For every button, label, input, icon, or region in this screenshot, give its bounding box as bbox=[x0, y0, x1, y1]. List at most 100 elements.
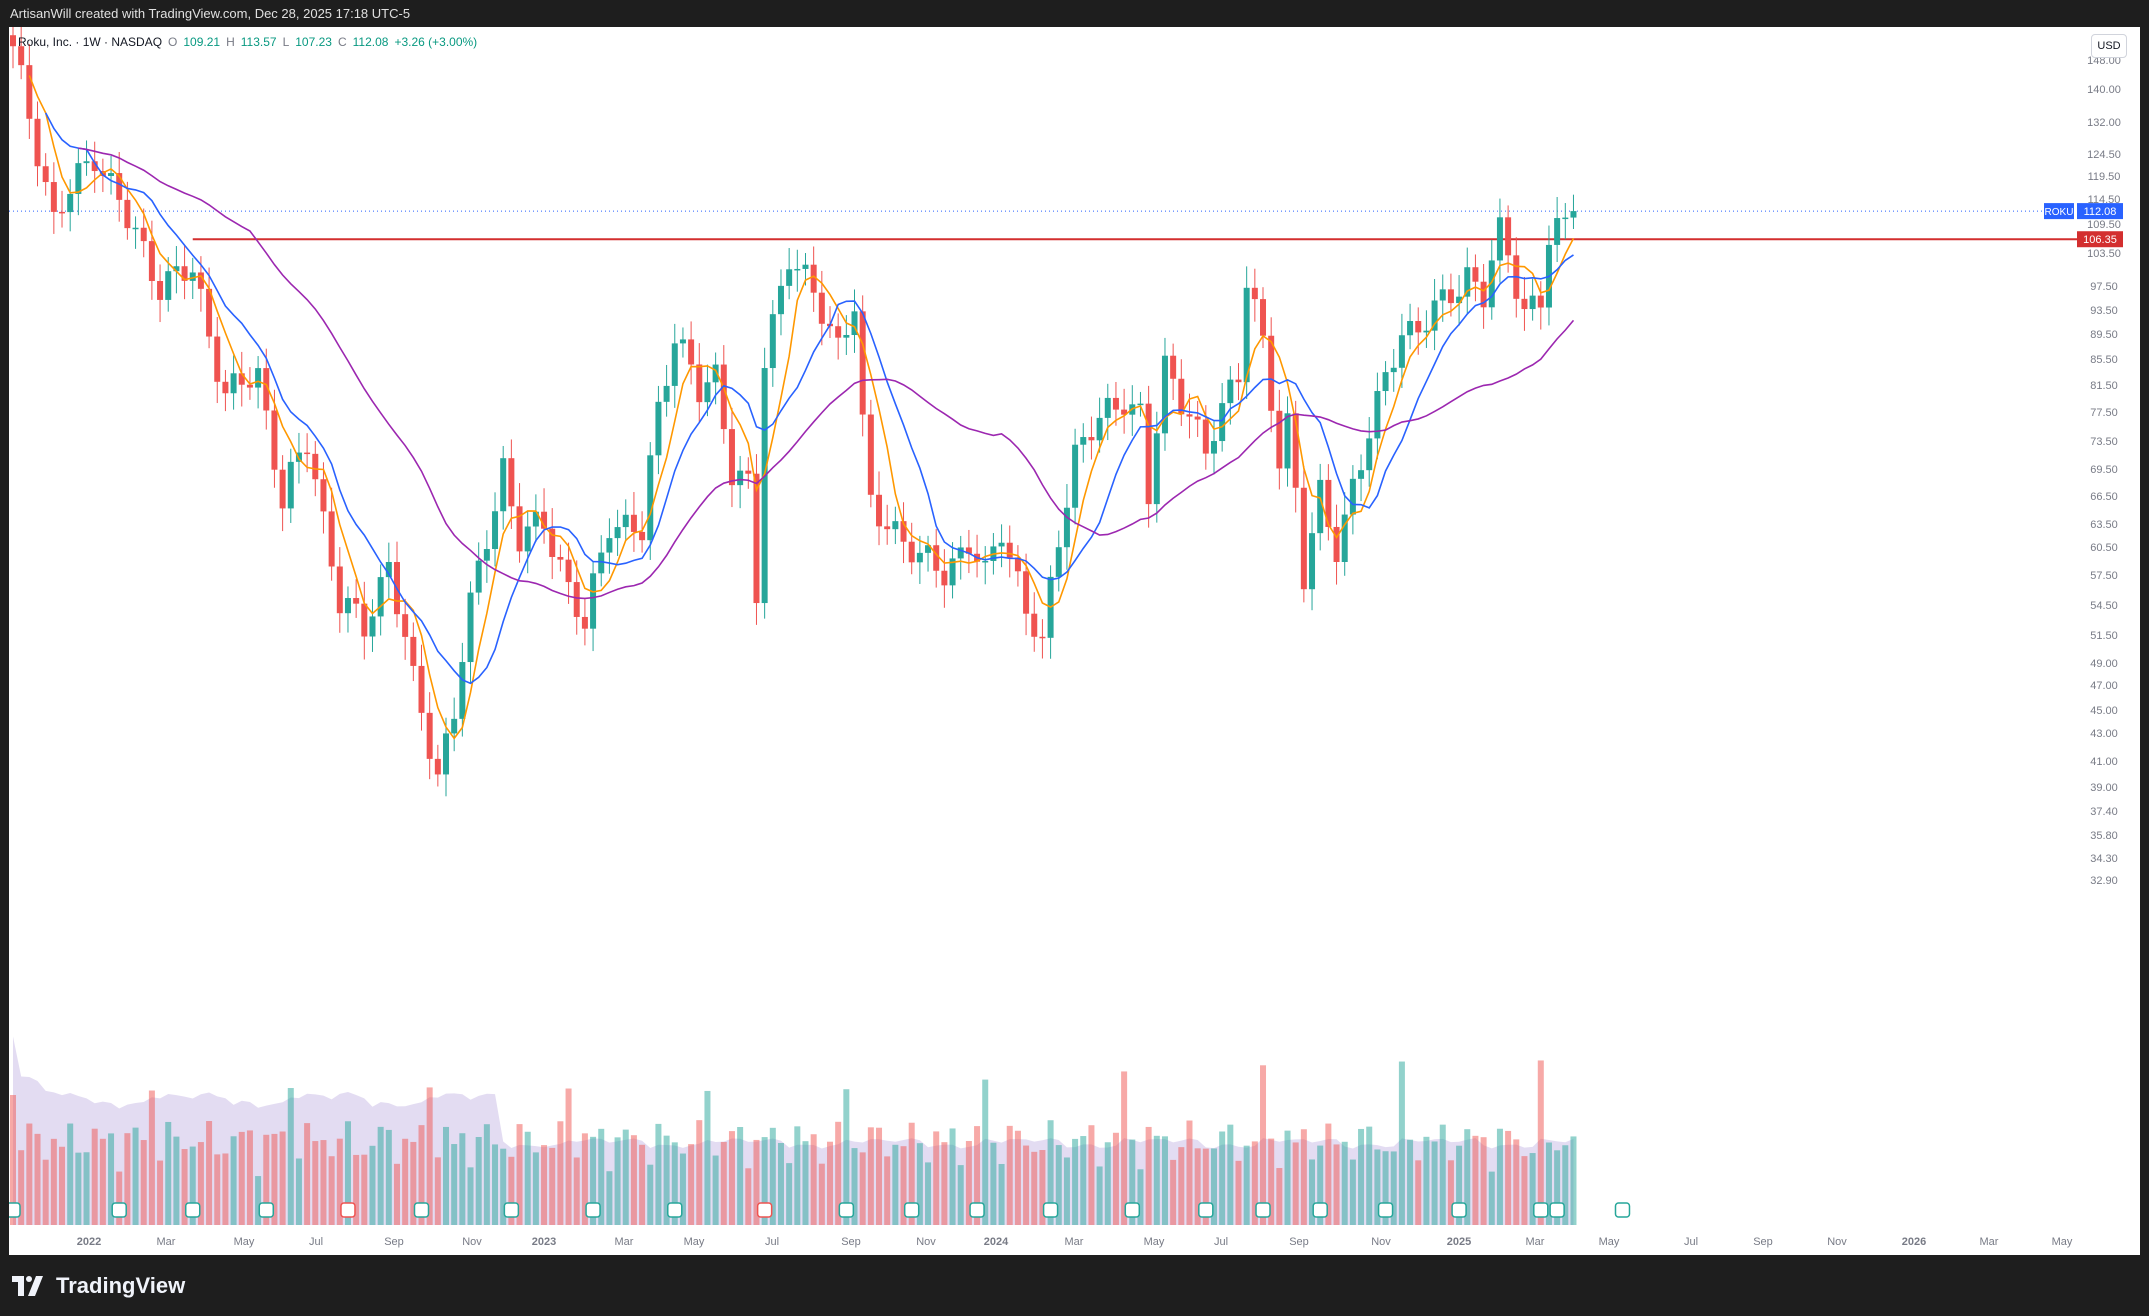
candle-body[interactable] bbox=[1104, 397, 1111, 418]
earnings-marker-icon[interactable] bbox=[184, 1202, 201, 1218]
candle-body[interactable] bbox=[965, 547, 972, 554]
candle-body[interactable] bbox=[1382, 372, 1389, 392]
candle-body[interactable] bbox=[1186, 414, 1193, 417]
candle-body[interactable] bbox=[516, 506, 523, 552]
candle-body[interactable] bbox=[581, 616, 588, 629]
candle-body[interactable] bbox=[647, 455, 654, 541]
earnings-marker-icon[interactable] bbox=[969, 1202, 985, 1218]
candle-body[interactable] bbox=[1227, 379, 1234, 404]
candle-body[interactable] bbox=[75, 163, 82, 194]
earnings-marker-icon[interactable] bbox=[1549, 1202, 1565, 1218]
candle-body[interactable] bbox=[688, 339, 695, 365]
candle-body[interactable] bbox=[1562, 217, 1569, 220]
candle-body[interactable] bbox=[1088, 437, 1095, 441]
candle-body[interactable] bbox=[532, 511, 539, 527]
earnings-marker-icon[interactable] bbox=[413, 1202, 430, 1218]
candle-body[interactable] bbox=[1072, 444, 1079, 508]
candle-body[interactable] bbox=[982, 560, 989, 563]
earnings-marker-icon[interactable] bbox=[903, 1202, 920, 1218]
candle-body[interactable] bbox=[451, 718, 458, 734]
candle-body[interactable] bbox=[1219, 403, 1226, 442]
candle-body[interactable] bbox=[908, 541, 915, 563]
candle-body[interactable] bbox=[1039, 636, 1046, 639]
candle-body[interactable] bbox=[344, 598, 351, 614]
candle-body[interactable] bbox=[369, 616, 376, 637]
candle-body[interactable] bbox=[737, 470, 744, 486]
candle-body[interactable] bbox=[998, 542, 1005, 547]
candle-body[interactable] bbox=[1023, 571, 1030, 614]
candle-body[interactable] bbox=[769, 314, 776, 369]
candle-body[interactable] bbox=[1243, 287, 1250, 383]
earnings-marker-icon[interactable] bbox=[838, 1202, 855, 1218]
candle-body[interactable] bbox=[377, 577, 384, 617]
candle-body[interactable] bbox=[745, 470, 752, 474]
candle-body[interactable] bbox=[810, 264, 817, 293]
candle-body[interactable] bbox=[91, 161, 98, 172]
candle-body[interactable] bbox=[34, 118, 41, 167]
candle-body[interactable] bbox=[606, 538, 613, 553]
candle-body[interactable] bbox=[696, 364, 703, 403]
candle-body[interactable] bbox=[1456, 296, 1463, 304]
candle-body[interactable] bbox=[475, 560, 482, 593]
candle-body[interactable] bbox=[263, 368, 270, 411]
tradingview-logo[interactable]: TradingView bbox=[12, 1273, 185, 1299]
candle-body[interactable] bbox=[1472, 267, 1479, 282]
candle-body[interactable] bbox=[655, 401, 662, 456]
candle-body[interactable] bbox=[663, 385, 670, 402]
candle-body[interactable] bbox=[859, 311, 866, 415]
symbol-description[interactable]: Roku, Inc. · 1W · NASDAQ bbox=[18, 35, 163, 49]
candle-body[interactable] bbox=[181, 266, 188, 281]
candle-body[interactable] bbox=[508, 458, 515, 507]
candle-body[interactable] bbox=[598, 552, 605, 574]
candle-body[interactable] bbox=[467, 592, 474, 663]
candle-body[interactable] bbox=[206, 288, 213, 337]
candle-body[interactable] bbox=[835, 326, 842, 338]
candle-body[interactable] bbox=[541, 511, 548, 529]
earnings-marker-icon[interactable] bbox=[1312, 1202, 1328, 1218]
candle-body[interactable] bbox=[1276, 410, 1283, 469]
candle-body[interactable] bbox=[312, 453, 319, 480]
candle-body[interactable] bbox=[843, 334, 850, 338]
candle-body[interactable] bbox=[794, 268, 801, 271]
candle-body[interactable] bbox=[402, 614, 409, 637]
candle-body[interactable] bbox=[1268, 335, 1275, 411]
candle-body[interactable] bbox=[1521, 298, 1528, 310]
candle-body[interactable] bbox=[1137, 403, 1144, 406]
candle-body[interactable] bbox=[124, 199, 131, 229]
candle-body[interactable] bbox=[1358, 470, 1365, 479]
candle-body[interactable] bbox=[1161, 355, 1168, 434]
earnings-marker-icon[interactable] bbox=[111, 1202, 127, 1218]
earnings-marker-icon[interactable] bbox=[1255, 1202, 1271, 1218]
candle-body[interactable] bbox=[148, 241, 155, 282]
candle-body[interactable] bbox=[287, 461, 294, 509]
candle-body[interactable] bbox=[10, 35, 16, 47]
candle-body[interactable] bbox=[361, 603, 368, 637]
candle-body[interactable] bbox=[1096, 417, 1103, 441]
earnings-marker-icon[interactable] bbox=[667, 1202, 683, 1218]
earnings-marker-icon[interactable] bbox=[1451, 1202, 1467, 1218]
candle-body[interactable] bbox=[1235, 379, 1242, 383]
candle-body[interactable] bbox=[1210, 441, 1217, 454]
candle-body[interactable] bbox=[483, 549, 490, 561]
candle-body[interactable] bbox=[385, 562, 392, 578]
candle-body[interactable] bbox=[728, 429, 735, 486]
candle-body[interactable] bbox=[818, 292, 825, 324]
candle-body[interactable] bbox=[230, 373, 237, 394]
chart-area[interactable]: 148.00 140.00 132.00 124.50 119.50 114.50 109.… bbox=[9, 27, 2140, 1255]
candle-body[interactable] bbox=[336, 566, 343, 614]
candle-body[interactable] bbox=[320, 479, 327, 512]
earnings-marker-icon[interactable] bbox=[1377, 1202, 1394, 1218]
candle-body[interactable] bbox=[492, 511, 499, 550]
earnings-marker-icon[interactable] bbox=[1042, 1202, 1059, 1218]
candle-body[interactable] bbox=[876, 494, 883, 527]
candle-body[interactable] bbox=[140, 227, 147, 242]
candle-body[interactable] bbox=[1112, 397, 1119, 410]
candle-body[interactable] bbox=[1439, 289, 1446, 301]
candle-body[interactable] bbox=[933, 545, 940, 571]
candle-body[interactable] bbox=[1423, 330, 1430, 333]
candle-body[interactable] bbox=[949, 558, 956, 586]
candle-body[interactable] bbox=[867, 414, 874, 495]
earnings-marker-icon[interactable] bbox=[1614, 1202, 1631, 1218]
candle-body[interactable] bbox=[59, 211, 66, 214]
earnings-marker-icon[interactable] bbox=[585, 1202, 601, 1218]
